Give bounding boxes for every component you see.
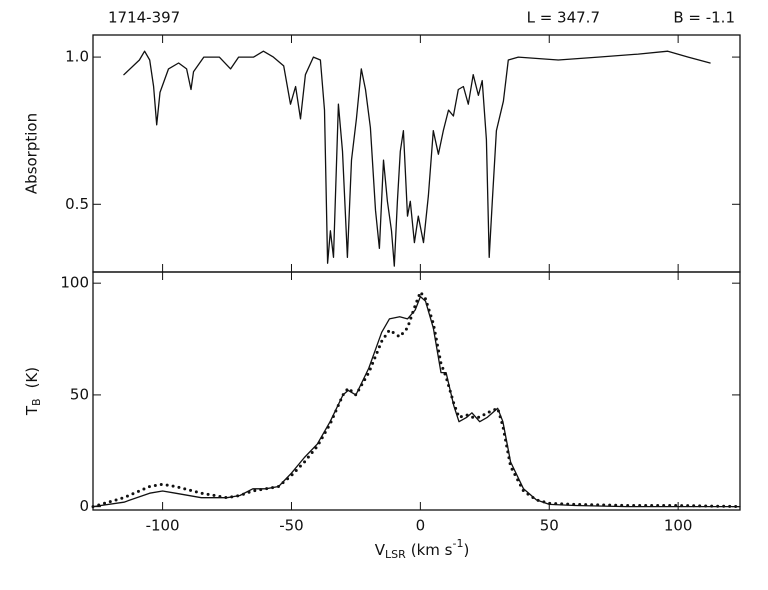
x-tick-label: 0	[416, 517, 426, 535]
plot-frame	[92, 271, 741, 511]
x-label-sub: LSR	[385, 548, 406, 561]
y-tick-label: 50	[70, 385, 89, 403]
line	[123, 50, 711, 267]
y-tick-label: 1.0	[65, 48, 89, 66]
dotted-line	[91, 290, 742, 509]
x-tick-label: 100	[664, 517, 693, 535]
y-label-main: T	[23, 405, 41, 416]
x-axis-label: VLSR (km s-1)	[375, 537, 470, 561]
y-axis-label: Absorption	[23, 113, 41, 194]
chart-title: 1714-397	[108, 9, 180, 27]
x-label-main: V	[375, 541, 386, 559]
x-tick-label: -100	[146, 517, 180, 535]
x-tick-label: 50	[540, 517, 559, 535]
y-tick-label: 100	[60, 274, 89, 292]
x-label-sup: -1	[452, 537, 463, 550]
y-axis-label: TB (K)	[23, 367, 44, 416]
plot-frame	[92, 34, 741, 273]
y-label-sub: B	[30, 398, 43, 406]
x-label-end: )	[463, 541, 469, 559]
y-tick-label: 0	[79, 497, 89, 515]
y-tick-label: 0.5	[65, 195, 89, 213]
x-tick-label: -50	[279, 517, 304, 535]
line	[92, 295, 741, 508]
x-label-unit: (km s	[411, 541, 453, 559]
y-label-unit: (K)	[23, 367, 41, 389]
longitude: L = 347.7	[527, 9, 600, 27]
latitude: B = -1.1	[673, 9, 735, 27]
